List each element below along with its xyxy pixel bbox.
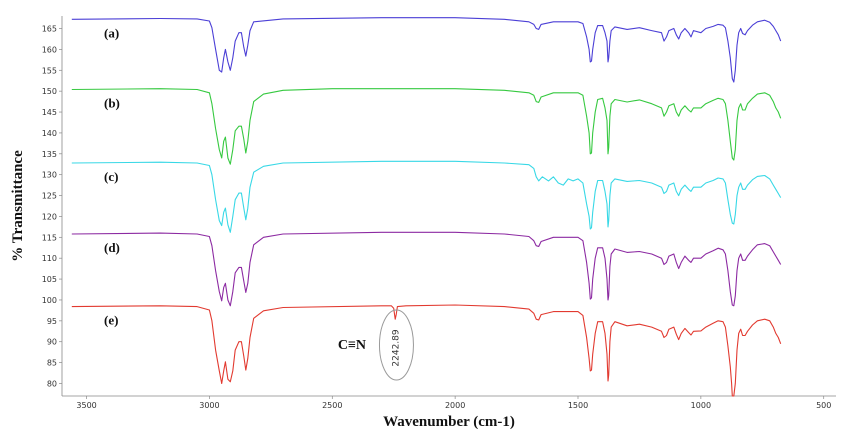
x-tick-label: 3500 bbox=[76, 401, 96, 410]
spectrum-line-d bbox=[71, 231, 782, 307]
spectrum-traces bbox=[71, 17, 782, 397]
spectrum-line-e bbox=[71, 304, 782, 397]
y-tick-label: 85 bbox=[47, 359, 57, 368]
spectrum-line-c bbox=[71, 160, 782, 233]
spectrum-line-b bbox=[71, 88, 782, 165]
y-tick-label: 135 bbox=[42, 150, 57, 159]
y-tick-label: 120 bbox=[42, 212, 57, 221]
x-tick-label: 1500 bbox=[568, 401, 588, 410]
y-tick-label: 160 bbox=[42, 45, 57, 54]
y-tick-label: 155 bbox=[42, 66, 57, 75]
plot-area bbox=[61, 16, 836, 397]
trace-label-c: (c) bbox=[104, 169, 118, 184]
y-tick-label: 115 bbox=[42, 233, 57, 242]
annotation-cn-label: C≡N bbox=[338, 338, 366, 353]
y-tick-label: 130 bbox=[42, 171, 57, 180]
x-tick-label: 2000 bbox=[445, 401, 465, 410]
x-axis-title: Wavenumber (cm-1) bbox=[383, 414, 515, 430]
x-tick-label: 1000 bbox=[691, 401, 711, 410]
x-tick-label: 500 bbox=[816, 401, 831, 410]
annotation-wavenumber-label: 2242.89 bbox=[391, 329, 401, 366]
trace-labels: (a) (b) (c) (d) (e) bbox=[104, 25, 120, 327]
y-tick-label: 95 bbox=[47, 317, 57, 326]
annotation-ellipse bbox=[378, 309, 414, 381]
y-tick-label: 80 bbox=[47, 379, 57, 388]
trace-label-b: (b) bbox=[104, 95, 120, 110]
y-tick-label: 125 bbox=[42, 192, 57, 201]
y-tick-label: 140 bbox=[42, 129, 57, 138]
trace-label-e: (e) bbox=[104, 313, 118, 328]
trace-label-a: (a) bbox=[104, 25, 119, 40]
y-tick-label: 110 bbox=[42, 254, 57, 263]
x-tick-label: 3000 bbox=[199, 401, 219, 410]
y-tick-label: 145 bbox=[42, 108, 57, 117]
y-tick-label: 105 bbox=[42, 275, 57, 284]
y-axis-title: % Transmittance bbox=[10, 150, 26, 262]
y-ticks: 80 85 90 95 100 105 110 115 120 125 130 135 140 145 15… bbox=[42, 25, 62, 388]
y-tick-label: 150 bbox=[42, 87, 57, 96]
x-tick-label: 2500 bbox=[322, 401, 342, 410]
spectrum-line-a bbox=[71, 17, 782, 83]
trace-label-d: (d) bbox=[104, 240, 120, 255]
x-ticks: 3500 3000 2500 2000 1500 1000 500 bbox=[76, 396, 831, 410]
y-tick-label: 100 bbox=[42, 296, 57, 305]
y-tick-label: 90 bbox=[47, 338, 57, 347]
y-tick-label: 165 bbox=[42, 25, 57, 34]
annotations: C≡N 2242.89 bbox=[338, 309, 414, 381]
